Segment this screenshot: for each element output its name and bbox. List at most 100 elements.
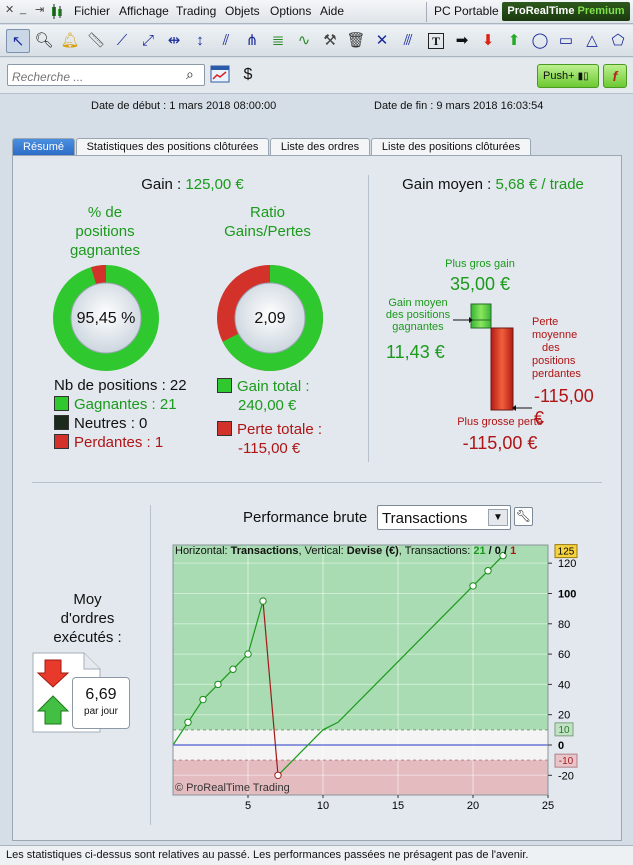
arrow-right-icon[interactable]: ➡ — [455, 32, 469, 49]
tab-liste-positions[interactable]: Liste des positions clôturées — [371, 138, 531, 155]
perdantes-row: Perdantes : 1 — [54, 434, 163, 451]
chart-positive-zone — [173, 545, 548, 730]
chart-y-tick-label: 80 — [558, 619, 570, 631]
ratio-donut — [217, 265, 323, 371]
search-icon[interactable]: ⌕ — [186, 66, 194, 82]
chart-point — [274, 771, 282, 780]
chart-point — [259, 597, 267, 605]
status-bar: Les statistiques ci-dessus sont relative… — [0, 845, 633, 865]
menu-options[interactable]: Options — [270, 4, 312, 18]
chart-y-tick-label: 40 — [558, 679, 570, 691]
chart-point — [469, 582, 477, 590]
text-tool-icon[interactable]: T — [424, 29, 448, 53]
end-date: Date de fin : 9 mars 2018 16:03:54 — [374, 100, 544, 112]
marker-top — [554, 544, 578, 559]
push-button[interactable]: Push+ ▮▯ — [537, 64, 599, 88]
tab-statistiques[interactable]: Statistiques des positions clôturées — [76, 138, 269, 155]
search-input[interactable] — [7, 64, 205, 86]
chart-point — [484, 567, 492, 575]
chart-x-tick-label: 25 — [542, 800, 554, 812]
chart-copyright: © ProRealTime Trading — [175, 782, 290, 794]
formula-button[interactable]: f — [603, 64, 627, 88]
wrench-button[interactable]: 🔧︎ — [514, 507, 533, 526]
chart-y-tick-label: 60 — [558, 649, 570, 661]
line-tool-icon[interactable]: ⟋ — [116, 32, 128, 49]
chart-y-tick-label: -20 — [558, 770, 574, 782]
perf-mode-value: Transactions — [382, 510, 468, 527]
perte-moyenne-label: Perte moyenne des positions perdantes — [532, 316, 581, 380]
pointer-icon[interactable]: ↖ — [6, 29, 30, 53]
brand-logo: ProRealTime Premium — [502, 2, 630, 21]
neutres-row: Neutres : 0 — [54, 415, 147, 432]
menu-bar: ✕ _ ⇥ Fichier Affichage Trading Objets O… — [0, 0, 633, 24]
ordres-box: 6,69 par jour — [72, 677, 130, 729]
tab-liste-ordres[interactable]: Liste des ordres — [270, 138, 370, 155]
chart-window-icon[interactable] — [210, 64, 232, 86]
gagnantes-row: Gagnantes : 21 — [54, 396, 177, 413]
perf-title: Performance brute — [243, 509, 368, 526]
red-swatch-icon — [54, 434, 69, 449]
pct-value: 95,45 % — [76, 310, 136, 327]
ordres-unit: par jour — [84, 706, 118, 717]
date-row: Date de début : 1 mars 2018 08:00:00 Dat… — [0, 95, 633, 117]
chart-border — [172, 544, 549, 796]
ellipse-tool-icon[interactable]: ◯ — [531, 32, 549, 49]
marker-top-label: 125 — [558, 547, 575, 558]
hammer-icon[interactable]: ⚒ — [323, 32, 337, 49]
alarm-bell-icon[interactable]: 🔔︎ — [60, 32, 80, 49]
vertical-line-icon[interactable]: ↕ — [196, 32, 204, 49]
chart-point — [499, 551, 507, 560]
gain-moyen-pos-label: Gain moyen des positions gagnantes — [385, 297, 451, 333]
perf-mode-select[interactable]: Transactions ▼ — [377, 505, 511, 530]
horizontal-line-icon[interactable]: ⇹ — [167, 32, 181, 49]
channel-tool-icon[interactable]: ⫽ — [222, 32, 230, 49]
black-swatch-icon — [54, 415, 69, 430]
chart-y-tick-label: 120 — [558, 558, 576, 570]
menu-divider — [426, 2, 427, 22]
zoom-icon[interactable]: 🔍︎ — [34, 32, 54, 49]
pitchfork-icon[interactable]: ⋔ — [245, 32, 259, 49]
wrench-icon: 🔧︎ — [515, 509, 532, 523]
close-icon[interactable]: ✕ — [5, 4, 15, 16]
minimize-icon[interactable]: _ — [20, 3, 27, 15]
rectangle-tool-icon[interactable]: ▭ — [558, 32, 574, 49]
ray-tool-icon[interactable]: ⤢ — [141, 32, 154, 49]
arrow-up-icon[interactable]: ⬆ — [507, 32, 521, 49]
marker-lower — [554, 753, 578, 768]
platform-label[interactable]: PC Portable — [434, 4, 499, 18]
ruler-icon[interactable]: 📏︎ — [86, 32, 106, 49]
gain-moyen-headline: Gain moyen : 5,68 € / trade — [402, 176, 584, 193]
moy-ordres-label: Moy d'ordres exécutés : — [53, 591, 122, 646]
perte-totale: Perte totale : -115,00 € — [217, 420, 322, 458]
polygon-tool-icon[interactable]: ⬠ — [611, 32, 625, 49]
menu-fichier[interactable]: Fichier — [74, 4, 111, 18]
menu-trading[interactable]: Trading — [176, 4, 217, 18]
parallel-lines-icon[interactable]: ⫻ — [403, 32, 413, 49]
green-swatch-icon — [217, 378, 232, 393]
ordres-value: 6,69 — [85, 686, 117, 703]
triangle-tool-icon[interactable]: △ — [586, 32, 598, 49]
candlestick-icon — [50, 4, 64, 19]
search-row: ⌕ $ Push+ ▮▯ f — [0, 58, 633, 94]
menu-objets[interactable]: Objets — [225, 4, 260, 18]
menu-aide[interactable]: Aide — [320, 4, 345, 18]
arrow-down-icon[interactable]: ⬇ — [481, 32, 495, 49]
pin-icon[interactable]: ⇥ — [35, 4, 45, 16]
chart-point — [244, 650, 252, 658]
tab-resume[interactable]: Résumé — [12, 138, 75, 155]
marker-upper — [554, 722, 574, 737]
gain-moyen-pos-value: 11,43 € — [386, 342, 445, 362]
dollar-order-icon[interactable]: $ — [243, 66, 253, 83]
menu-affichage[interactable]: Affichage — [119, 4, 169, 18]
trash-icon[interactable]: 🗑︎ — [346, 32, 366, 49]
fibonacci-icon[interactable]: ≣ — [271, 32, 285, 49]
wave-tool-icon[interactable]: ∿ — [297, 32, 311, 49]
plus-grosse-perte-value: -115,00 € — [462, 433, 538, 453]
ratio-value: 2,09 — [254, 310, 286, 327]
performance-chart: 5 10 15 20 25 -20 0 20 40 60 80 100 120 125 10 -10 — [172, 544, 578, 812]
ratio-title: Ratio Gains/Pertes — [224, 204, 311, 240]
cross-lines-icon[interactable]: ✕ — [375, 32, 389, 49]
chevron-down-icon: ▼ — [488, 509, 508, 526]
gain-headline: Gain : 125,00 € — [141, 176, 244, 193]
plus-gros-gain-value: 35,00 € — [449, 274, 511, 294]
